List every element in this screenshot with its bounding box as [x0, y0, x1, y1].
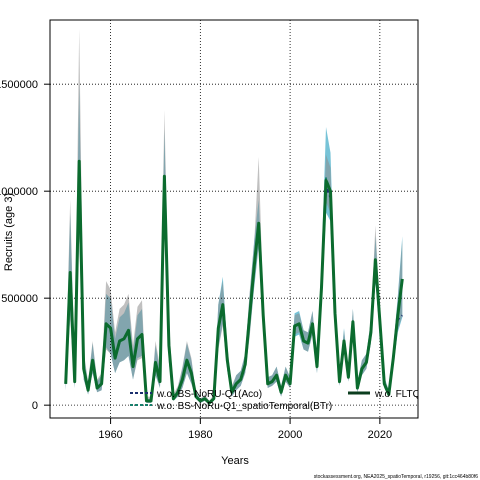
- x-tick-label-2: 2000: [278, 429, 302, 441]
- legend: w.o. BS-NoRU-Q1(Aco)w.o. BS-NoRu-Q1_spat…: [130, 389, 421, 412]
- y-tick-label-3: 1500000: [0, 79, 38, 91]
- series-lines: [64, 159, 404, 405]
- grid-lines: [50, 20, 418, 418]
- legend-label-3: w.o. FLTQ: [374, 389, 421, 400]
- legend-label-1: w.o. BS-NoRU-Q1(Aco): [156, 389, 262, 400]
- series-line-3: [64, 159, 404, 405]
- x-axis-title: Years: [221, 455, 249, 467]
- legend-label-2: w.o. BS-NoRu-Q1_spatioTemporal(BTr): [156, 401, 332, 412]
- y-tick-label-2: 1000000: [0, 186, 38, 198]
- y-axis-title: Recruits (age 3): [3, 193, 15, 271]
- x-tick-label-0: 1960: [98, 429, 122, 441]
- y-tick-label-0: 0: [32, 400, 38, 412]
- plot-frame: [49, 19, 419, 419]
- footer-text: stockassessment.org, NEA2025_spatioTempo…: [314, 474, 478, 480]
- y-tick-label-1: 500000: [1, 293, 38, 305]
- x-axis: 1960 1980 2000 2020: [98, 418, 392, 441]
- legend-entries: w.o. BS-NoRU-Q1(Aco)w.o. BS-NoRu-Q1_spat…: [130, 389, 421, 412]
- x-tick-label-3: 2020: [368, 429, 392, 441]
- x-tick-label-1: 1980: [188, 429, 212, 441]
- y-axis: 0 500000 1000000 1500000: [0, 79, 50, 412]
